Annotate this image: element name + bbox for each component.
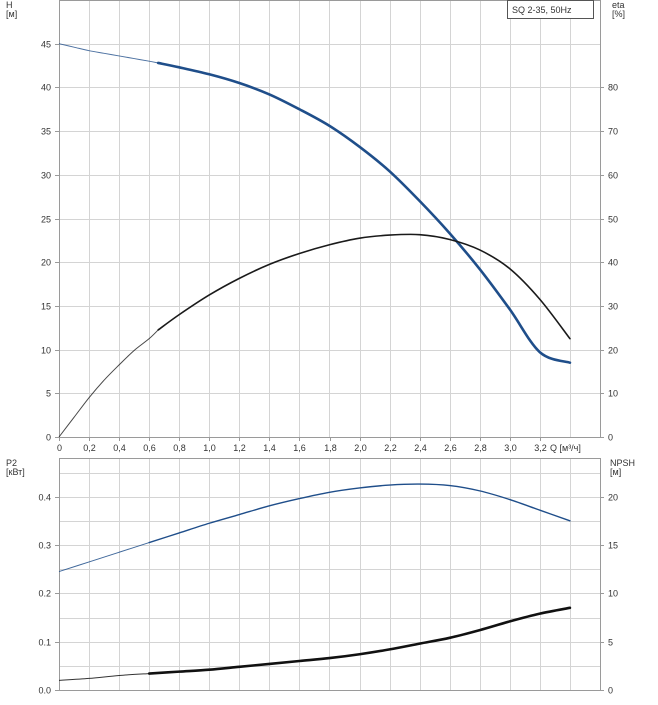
x-tick-label: 2,0 xyxy=(354,443,367,453)
y2-axis-label: NPSH xyxy=(610,458,635,468)
y-tick-label: 0 xyxy=(46,433,51,443)
y2-axis-label-unit: [%] xyxy=(612,9,625,19)
y2-tick-label: 30 xyxy=(608,302,618,312)
y-tick-label: 0.4 xyxy=(38,493,51,503)
y-tick-label: 35 xyxy=(41,127,51,137)
x-tick-label: 0,4 xyxy=(113,443,126,453)
x-tick-label: 1,6 xyxy=(293,443,306,453)
x-axis-label: Q [м³/ч] xyxy=(550,443,581,453)
y-tick-label: 25 xyxy=(41,215,51,225)
y-axis-label: H xyxy=(6,0,13,10)
x-tick-label: 1,8 xyxy=(324,443,337,453)
head-curve-operating xyxy=(156,61,572,365)
efficiency-curve-extrapolated xyxy=(58,329,159,438)
x-tick-label: 2,6 xyxy=(444,443,457,453)
x-tick-label: 2,8 xyxy=(474,443,487,453)
y-axis-label-unit: [м] xyxy=(6,9,17,19)
y-tick-label: 15 xyxy=(41,302,51,312)
y2-tick-label: 10 xyxy=(608,589,618,599)
y2-tick-label: 80 xyxy=(608,83,618,93)
upper-chart-panel: 0 5 10 15 20 25 30 35 40 45 0 10 20 30 40 50 60 70 80 0 0,2 0… xyxy=(6,0,625,453)
x-tick-label: 0,8 xyxy=(173,443,186,453)
y2-tick-label: 0 xyxy=(608,433,613,443)
head-curve-extrapolated xyxy=(58,43,159,64)
x-tick-label: 0 xyxy=(57,443,62,453)
x-tick-label: 1,4 xyxy=(263,443,276,453)
y2-axis-label-unit: [м] xyxy=(610,467,621,477)
x-tick-label: 0,6 xyxy=(143,443,156,453)
y2-tick-label: 20 xyxy=(608,346,618,356)
y2-tick-label: 20 xyxy=(608,493,618,503)
y-tick-label: 45 xyxy=(41,40,51,50)
y-tick-label: 30 xyxy=(41,171,51,181)
y2-tick-label: 50 xyxy=(608,215,618,225)
y2-tick-label: 5 xyxy=(608,638,613,648)
x-tick-label: 0,2 xyxy=(83,443,96,453)
y-tick-label: 0.2 xyxy=(38,589,51,599)
y-tick-label: 0.0 xyxy=(38,686,51,696)
x-tick-label: 1,0 xyxy=(203,443,216,453)
y2-tick-label: 70 xyxy=(608,127,618,137)
legend-label: SQ 2-35, 50Hz xyxy=(512,5,572,15)
npsh-curve-extrapolated xyxy=(58,673,150,681)
x-tick-label: 1,2 xyxy=(233,443,246,453)
npsh-curve-operating xyxy=(147,606,572,675)
legend-box xyxy=(507,0,594,19)
power-curve-operating xyxy=(148,483,571,544)
x-tick-label: 2,2 xyxy=(384,443,397,453)
y-tick-label: 40 xyxy=(41,83,51,93)
y-axis-label-unit: [кВт] xyxy=(6,467,25,477)
y2-tick-label: 10 xyxy=(608,389,618,399)
power-curve-extrapolated xyxy=(58,542,150,573)
x-tick-label: 3,2 xyxy=(534,443,547,453)
y-tick-label: 0.1 xyxy=(38,638,51,648)
y-tick-label: 0.3 xyxy=(38,541,51,551)
y2-axis-label: eta xyxy=(612,0,625,10)
efficiency-curve-operating xyxy=(157,233,571,340)
y-tick-label: 10 xyxy=(41,346,51,356)
y2-tick-label: 0 xyxy=(608,686,613,696)
y2-tick-label: 40 xyxy=(608,258,618,268)
lower-chart-panel: 0.0 0.1 0.2 0.3 0.4 0 5 10 15 20 P2[кВт] NPSH[м] xyxy=(6,458,635,696)
y2-tick-label: 15 xyxy=(608,541,618,551)
y-axis-label: P2 xyxy=(6,458,17,468)
x-tick-label: 3,0 xyxy=(504,443,517,453)
plot-frame xyxy=(59,458,601,691)
y-tick-label: 20 xyxy=(41,258,51,268)
x-tick-label: 2,4 xyxy=(414,443,427,453)
y-tick-label: 5 xyxy=(46,389,51,399)
legend: SQ 2-35, 50Hz xyxy=(507,0,594,19)
y2-tick-label: 60 xyxy=(608,171,618,181)
